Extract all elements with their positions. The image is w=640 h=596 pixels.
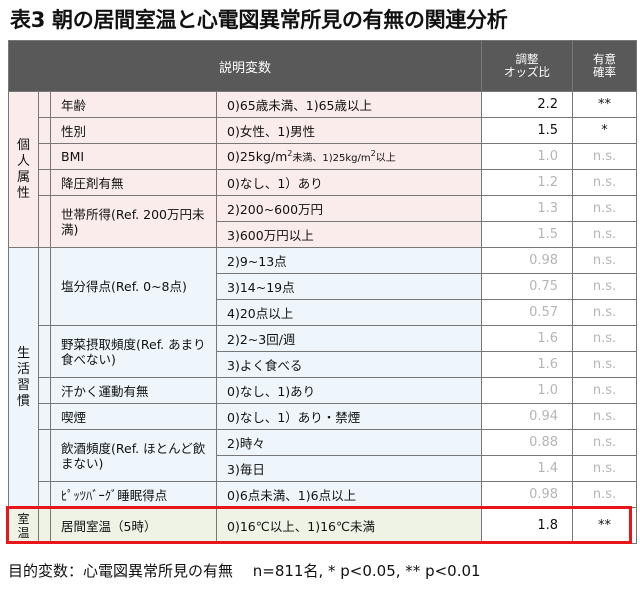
variable-antihypertensive: 降圧剤有無 (50, 169, 217, 196)
significance: n.s. (572, 169, 638, 196)
category-personal: 個人属性 (8, 91, 39, 248)
odds-ratio: 1.8 (481, 507, 574, 544)
variable-drinking-frequency: 飲酒頻度(Ref. ほとんど飲まない) (50, 429, 217, 482)
header-odds-ratio: 調整 オッズ比 (481, 40, 574, 92)
level: 2)200~600万円 (215, 195, 483, 222)
odds-ratio: 0.75 (481, 273, 574, 300)
level: 0)なし、1）あり・禁煙 (215, 403, 483, 430)
level: 0)25kg/m2未満、1)25kg/m2以上 (215, 143, 483, 170)
significance: n.s. (572, 299, 638, 326)
significance: n.s. (572, 273, 638, 300)
variable-vegetable-intake: 野菜摂取頻度(Ref. あまり食べない) (50, 325, 217, 378)
significance: n.s. (572, 351, 638, 378)
significance: n.s. (572, 377, 638, 404)
odds-ratio: 2.2 (481, 91, 574, 118)
level: 0)女性、1)男性 (215, 117, 483, 144)
footnote: 目的変数：心電図異常所見の有無 n=811名, * p<0.05, ** p<0… (8, 562, 481, 580)
level: 4)20点以上 (215, 299, 483, 326)
level: 3)14~19点 (215, 273, 483, 300)
variable-sex: 性別 (50, 117, 217, 144)
table-title: 表3 朝の居間室温と心電図異常所見の有無の関連分析 (10, 8, 508, 32)
variable-salt-score: 塩分得点(Ref. 0~8点) (50, 247, 217, 326)
odds-ratio: 1.5 (481, 221, 574, 248)
significance: n.s. (572, 481, 638, 508)
level: 2)時々 (215, 429, 483, 456)
level: 0)65歳未満、1)65歳以上 (215, 91, 483, 118)
header-explanatory: 説明変数 (7, 40, 483, 92)
significance: * (572, 117, 638, 144)
significance: n.s. (572, 455, 638, 482)
odds-ratio: 1.0 (481, 143, 574, 170)
level: 3)毎日 (215, 455, 483, 482)
odds-ratio: 1.2 (481, 169, 574, 196)
level: 3)よく食べる (215, 351, 483, 378)
level: 2)9~13点 (215, 247, 483, 274)
significance: ** (572, 91, 638, 118)
odds-ratio: 1.5 (481, 117, 574, 144)
significance: n.s. (572, 429, 638, 456)
variable-sweat-exercise: 汗かく運動有無 (50, 377, 217, 404)
level: 2)2~3回/週 (215, 325, 483, 352)
variable-pittsburgh-sleep: ﾋﾟｯﾂﾊﾞｰｸﾞ睡眠得点 (50, 481, 217, 508)
odds-ratio: 0.98 (481, 481, 574, 508)
significance: n.s. (572, 403, 638, 430)
level: 0)6点未満、1)6点以上 (215, 481, 483, 508)
variable-bmi: BMI (50, 143, 217, 170)
odds-ratio: 0.88 (481, 429, 574, 456)
header-significance: 有意 確率 (572, 40, 638, 92)
odds-ratio: 0.94 (481, 403, 574, 430)
odds-ratio: 1.6 (481, 325, 574, 352)
category-lifestyle: 生活習慣 (8, 247, 39, 508)
variable-smoking: 喫煙 (50, 403, 217, 430)
odds-ratio: 1.4 (481, 455, 574, 482)
highlight-box (6, 506, 632, 544)
variable-household-income: 世帯所得(Ref. 200万円未満) (50, 195, 217, 248)
level: 3)600万円以上 (215, 221, 483, 248)
significance: n.s. (572, 195, 638, 222)
odds-ratio: 1.3 (481, 195, 574, 222)
significance: n.s. (572, 247, 638, 274)
level: 0)なし、1）あり (215, 169, 483, 196)
significance: n.s. (572, 325, 638, 352)
variable-age: 年齢 (50, 91, 217, 118)
category-room-temp: 室温 (8, 507, 39, 544)
odds-ratio: 1.0 (481, 377, 574, 404)
odds-ratio: 1.6 (481, 351, 574, 378)
significance: n.s. (572, 221, 638, 248)
odds-ratio: 0.98 (481, 247, 574, 274)
significance: n.s. (572, 143, 638, 170)
odds-ratio: 0.57 (481, 299, 574, 326)
level: 0)なし、1)あり (215, 377, 483, 404)
results-table: 説明変数 調整 オッズ比 有意 確率 個人属性 年齢 0)65歳未満、1)65歳以上… (7, 40, 638, 544)
